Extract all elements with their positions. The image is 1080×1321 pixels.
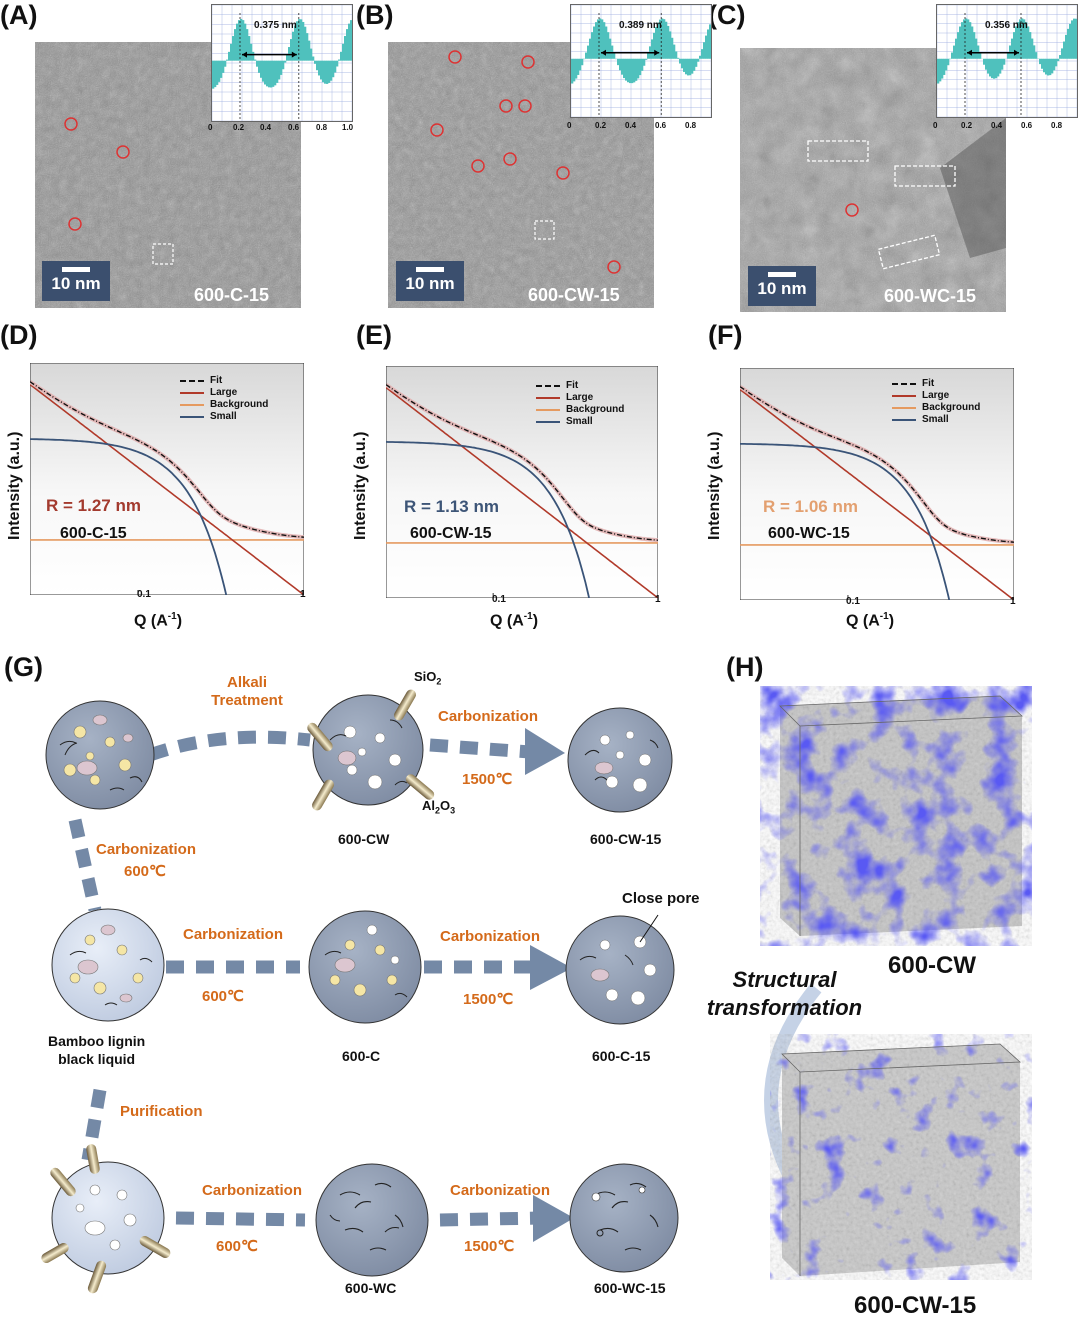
name-600wc: 600-WC <box>345 1280 397 1296</box>
name-600cw: 600-CW <box>338 831 390 847</box>
temp-label-2: 600℃ <box>124 863 166 880</box>
xtick-d-01: 0.1 <box>137 589 151 600</box>
sample-label-b: 600-CW-15 <box>528 285 620 305</box>
ylabel-e: Intensity (a.u.) <box>352 431 369 540</box>
ylabel-d: Intensity (a.u.) <box>6 431 23 540</box>
temp-label-1: 1500℃ <box>462 771 513 788</box>
inset-value-b: 0.389 nm <box>619 20 662 31</box>
r-value-e: R = 1.13 nm <box>404 497 499 516</box>
legend-d: Fit Large Background Small <box>180 375 268 423</box>
inset-profile-c <box>936 4 1078 118</box>
close-pore-label: Close pore <box>622 890 700 907</box>
carbonization-label-4: Carbonization <box>440 928 540 945</box>
al2o3-label: Al2O3 <box>422 798 456 816</box>
sample-label-c: 600-WC-15 <box>884 286 977 306</box>
temp-label-3: 600℃ <box>202 988 244 1005</box>
name-600c15: 600-C-15 <box>592 1048 651 1064</box>
scheme-diagram <box>41 689 679 1294</box>
model-600cw15 <box>781 1043 1021 1276</box>
carbonization-label-6: Carbonization <box>450 1182 550 1199</box>
saxs-plot-d <box>30 363 304 595</box>
carbonization-label-5: Carbonization <box>202 1182 302 1199</box>
inset-ticks-a: 0 0.2 0.4 0.6 0.8 1.0 <box>208 123 354 132</box>
r-value-f: R = 1.06 nm <box>763 497 858 516</box>
xtick-f-01: 0.1 <box>846 596 860 607</box>
transformation-label: Structural transformation <box>706 967 863 1020</box>
xtick-f-1: 1 <box>1010 596 1016 607</box>
ylabel-f: Intensity (a.u.) <box>706 431 723 540</box>
temp-label-5: 600℃ <box>216 1238 258 1255</box>
scale-bar-a: 10 nm <box>42 261 110 301</box>
model-600cw <box>779 695 1023 936</box>
saxs-plot-e <box>386 366 658 598</box>
legend-e: Fit Large Background Small <box>536 380 624 428</box>
plot-sample-d: 600-C-15 <box>60 525 127 542</box>
temp-label-4: 1500℃ <box>463 991 514 1008</box>
scale-bar-c: 10 nm <box>748 266 816 306</box>
xlabel-e: Q (A-1) <box>490 611 539 630</box>
panel-label-g: (G) <box>4 652 43 682</box>
panel-label-d: (D) <box>0 320 38 350</box>
model-label-top: 600-CW <box>888 952 977 979</box>
inset-value-a: 0.375 nm <box>254 20 297 31</box>
inset-profile-b <box>570 4 712 118</box>
inset-profile-a <box>211 4 353 122</box>
plot-sample-f: 600-WC-15 <box>768 525 850 542</box>
xlabel-d: Q (A-1) <box>134 611 183 630</box>
xtick-e-1: 1 <box>655 594 661 605</box>
legend-f: Fit Large Background Small <box>892 378 980 426</box>
panel-label-f: (F) <box>708 320 743 350</box>
carbonization-label-1: Carbonization <box>438 708 538 725</box>
alkali-treatment-label: Alkali Treatment <box>211 674 283 709</box>
panel-label-c: (C) <box>708 0 746 30</box>
r-value-d: R = 1.27 nm <box>46 496 141 515</box>
xtick-e-01: 0.1 <box>492 594 506 605</box>
inset-ticks-c: 0 0.2 0.4 0.6 0.8 <box>933 121 1063 130</box>
carbonization-label-3: Carbonization <box>183 926 283 943</box>
saxs-plot-f <box>740 368 1014 600</box>
name-600wc15: 600-WC-15 <box>594 1280 666 1296</box>
panel-label-b: (B) <box>356 0 394 30</box>
name-600c: 600-C <box>342 1048 381 1064</box>
xtick-d-1: 1 <box>300 589 306 600</box>
temp-label-6: 1500℃ <box>464 1238 515 1255</box>
inset-value-c: 0.356 nm <box>985 20 1028 31</box>
inset-ticks-b: 0 0.2 0.4 0.6 0.8 <box>567 121 697 130</box>
scale-bar-b: 10 nm <box>396 261 464 301</box>
purification-label: Purification <box>120 1103 203 1120</box>
name-600cw15: 600-CW-15 <box>590 831 662 847</box>
xlabel-f: Q (A-1) <box>846 611 895 630</box>
panel-label-a: (A) <box>0 0 38 30</box>
panel-label-h: (H) <box>726 652 764 682</box>
model-label-bottom: 600-CW-15 <box>854 1292 977 1319</box>
plot-sample-e: 600-CW-15 <box>410 525 492 542</box>
sample-label-a: 600-C-15 <box>194 285 270 305</box>
panel-label-e: (E) <box>356 320 392 350</box>
carbonization-label-2: Carbonization <box>96 841 196 858</box>
sio2-label: SiO2 <box>414 669 442 687</box>
bamboo-label: Bamboo lignin black liquid <box>48 1033 146 1067</box>
